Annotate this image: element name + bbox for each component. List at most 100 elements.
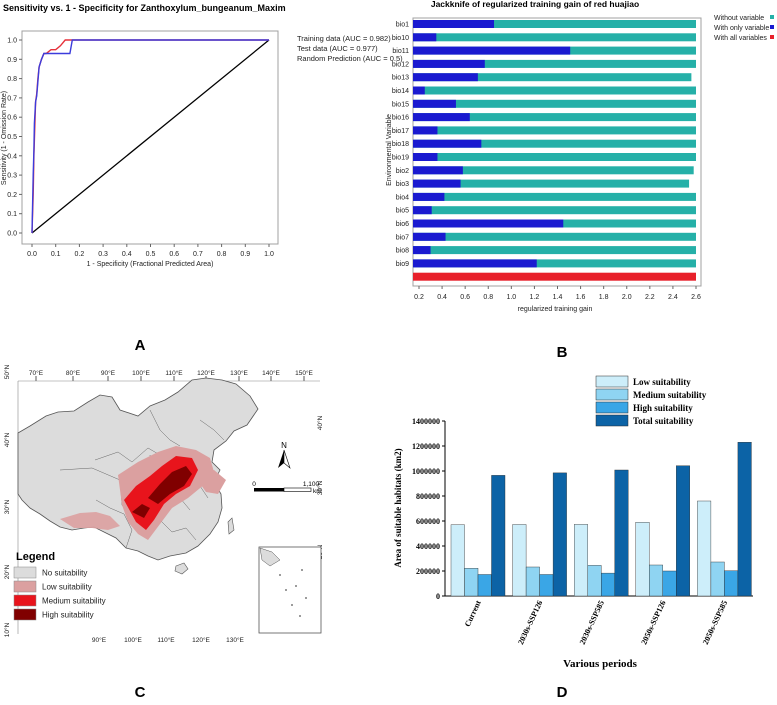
area-category-label: Current <box>463 599 483 628</box>
without-variable-bar <box>413 232 696 241</box>
map-legend-label: No suitability <box>42 569 87 578</box>
inset-island <box>291 604 293 606</box>
area-bar <box>539 574 554 597</box>
without-variable-bar <box>413 153 696 161</box>
province-boundary <box>199 419 225 441</box>
without-variable-bar <box>413 139 696 148</box>
map-left-tick-label: 20°N <box>3 564 11 579</box>
roc-y-tick-label: 0.6 <box>7 115 17 122</box>
map-left-tick-label: 50°N <box>3 364 11 379</box>
area-bar <box>574 524 588 597</box>
jackknife-plot-frame <box>412 17 702 287</box>
area-category-label: 2050s-SSP585 <box>701 599 729 646</box>
only-variable-bar <box>413 166 463 175</box>
jackknife-x-tick-label: 0.6 <box>460 294 470 301</box>
only-variable-bar <box>413 59 485 68</box>
area-legend-label: Medium suitability <box>633 390 707 400</box>
scale-label-distance: 1,100 <box>303 481 320 488</box>
area-bar <box>676 465 690 597</box>
high-suitability-area <box>132 504 150 518</box>
jackknife-x-axis-label: regularized training gain <box>518 306 593 313</box>
area-x-axis-label: Various periods <box>563 658 638 670</box>
scale-label-zero: 0 <box>252 481 256 488</box>
roc-y-tick-label: 0.8 <box>7 76 17 83</box>
jackknife-x-tick-label: 1.0 <box>506 294 516 301</box>
area-legend-label: High suitability <box>633 403 693 413</box>
jackknife-x-tick-label: 1.4 <box>553 294 563 301</box>
inset-coastline <box>259 547 281 567</box>
all-variables-bar <box>413 272 696 281</box>
area-category-label: 2050s-SSP126 <box>639 599 667 646</box>
roc-x-tick-label: 0.4 <box>122 251 132 258</box>
map-left-tick-label: 40°N <box>3 432 11 447</box>
without-variable-bar <box>413 86 696 95</box>
north-arrow-icon <box>278 450 284 468</box>
only-variable-bar <box>413 113 470 122</box>
area-category-label: 2030s-SSP126 <box>516 599 544 646</box>
jackknife-x-tick-label: 2.4 <box>668 294 678 301</box>
panel-label-d: D <box>557 684 568 700</box>
jackknife-category-label: bio3 <box>396 181 409 188</box>
map-top-tick-label: 150°E <box>295 369 313 377</box>
jackknife-x-tick-label: 1.8 <box>599 294 609 301</box>
only-variable-bar <box>413 20 495 28</box>
map-right-tick-label: 40°N <box>316 415 324 430</box>
map-legend-title: Legend <box>16 551 55 563</box>
only-variable-bar <box>413 246 431 255</box>
inset-island <box>295 585 297 587</box>
roc-x-tick-label: 0.7 <box>193 251 203 258</box>
jackknife-legend-entry: With all variables <box>714 35 767 42</box>
map-top-tick-label: 100°E <box>132 369 150 377</box>
only-variable-bar <box>413 179 461 188</box>
area-bar <box>635 522 650 597</box>
area-bar <box>587 565 602 597</box>
area-y-tick-label: 1400000 <box>412 417 440 426</box>
map-top-tick-label: 80°E <box>66 369 81 377</box>
inset-island <box>305 597 307 599</box>
area-bar <box>697 500 712 597</box>
jackknife-title: Jackknife of regularized training gain o… <box>431 0 639 9</box>
only-variable-bar <box>413 126 438 135</box>
area-bar <box>525 566 540 597</box>
roc-x-tick-label: 0.3 <box>98 251 108 258</box>
map-legend-label: Low suitability <box>42 583 92 592</box>
only-variable-bar <box>413 86 425 95</box>
only-variable-bar <box>413 219 564 228</box>
scale-bar-light <box>283 487 312 492</box>
without-variable-bar <box>413 192 696 201</box>
jackknife-x-tick-label: 1.6 <box>576 294 586 301</box>
roc-x-tick-label: 0.1 <box>51 251 61 258</box>
roc-legend-entry: Test data (AUC = 0.977) <box>297 44 378 53</box>
map-bottom-tick-label: 110°E <box>157 636 175 644</box>
roc-legend-entry: Training data (AUC = 0.982) <box>297 34 391 43</box>
jackknife-chart: Jackknife of regularized training gain o… <box>386 0 774 313</box>
jackknife-category-label: bio4 <box>396 194 409 201</box>
area-bar <box>491 475 506 597</box>
map-legend-swatch <box>13 608 37 621</box>
jackknife-category-label: bio9 <box>396 261 409 268</box>
roc-x-tick-label: 1.0 <box>264 251 274 258</box>
area-y-axis-label: Area of suitable habitats (km2) <box>393 448 403 567</box>
map-legend-swatch <box>13 594 37 607</box>
only-variable-bar <box>413 33 437 42</box>
jackknife-category-label: bio14 <box>392 88 409 95</box>
map-legend-swatch <box>13 580 37 593</box>
roc-y-tick-label: 0.0 <box>7 231 17 238</box>
map-top-tick-label: 110°E <box>165 369 183 377</box>
only-variable-bar <box>413 139 482 148</box>
jackknife-category-label: bio15 <box>392 101 409 108</box>
without-variable-bar <box>413 20 696 28</box>
roc-x-tick-label: 0.9 <box>240 251 250 258</box>
jackknife-category-label: bio10 <box>392 35 409 42</box>
jackknife-category-label: bio13 <box>392 75 409 82</box>
province-boundary <box>94 447 161 463</box>
roc-x-tick-label: 0.8 <box>217 251 227 258</box>
panel-label-b: B <box>557 344 568 361</box>
area-legend-label: Low suitability <box>633 377 691 387</box>
panel-label-c: C <box>135 684 146 700</box>
jackknife-legend-entry: Without variable <box>714 15 764 22</box>
area-bar <box>512 524 527 597</box>
area-bar <box>450 524 465 597</box>
map-bottom-tick-label: 100°E <box>124 636 142 644</box>
